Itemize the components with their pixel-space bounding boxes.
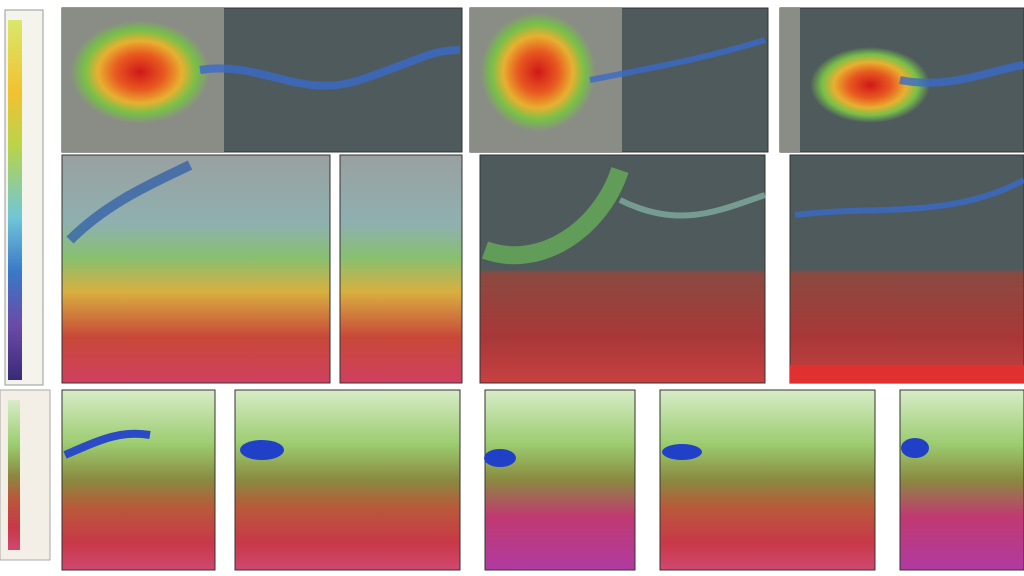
bottom-panel xyxy=(484,389,636,571)
top-panel xyxy=(469,7,769,153)
middle-panel xyxy=(479,154,766,384)
top-panel xyxy=(61,7,463,153)
middle-panel xyxy=(339,154,463,384)
colorbar xyxy=(8,20,22,380)
bottom-panel xyxy=(234,389,461,571)
middle-panel xyxy=(789,154,1024,384)
legend-swatch xyxy=(8,400,20,550)
legend-panel xyxy=(0,389,51,561)
bottom-panel xyxy=(61,389,216,571)
top-panel xyxy=(779,7,1024,153)
bottom-panel xyxy=(659,389,876,571)
middle-panel xyxy=(61,154,331,384)
bottom-panel xyxy=(899,389,1024,571)
